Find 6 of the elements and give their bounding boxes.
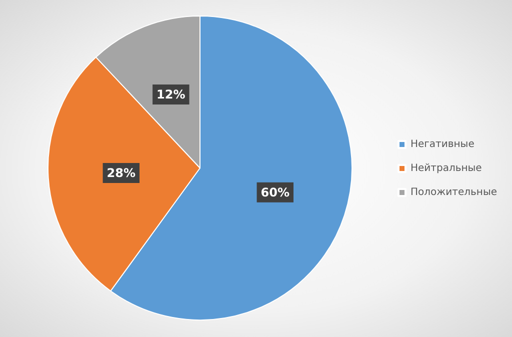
legend-label: Нейтральные (410, 163, 482, 174)
data-label: 12% (156, 88, 186, 102)
legend-label: Положительные (410, 187, 498, 198)
data-label: 60% (260, 185, 290, 200)
legend-label: Негативные (410, 139, 474, 150)
data-label: 28% (106, 166, 136, 180)
